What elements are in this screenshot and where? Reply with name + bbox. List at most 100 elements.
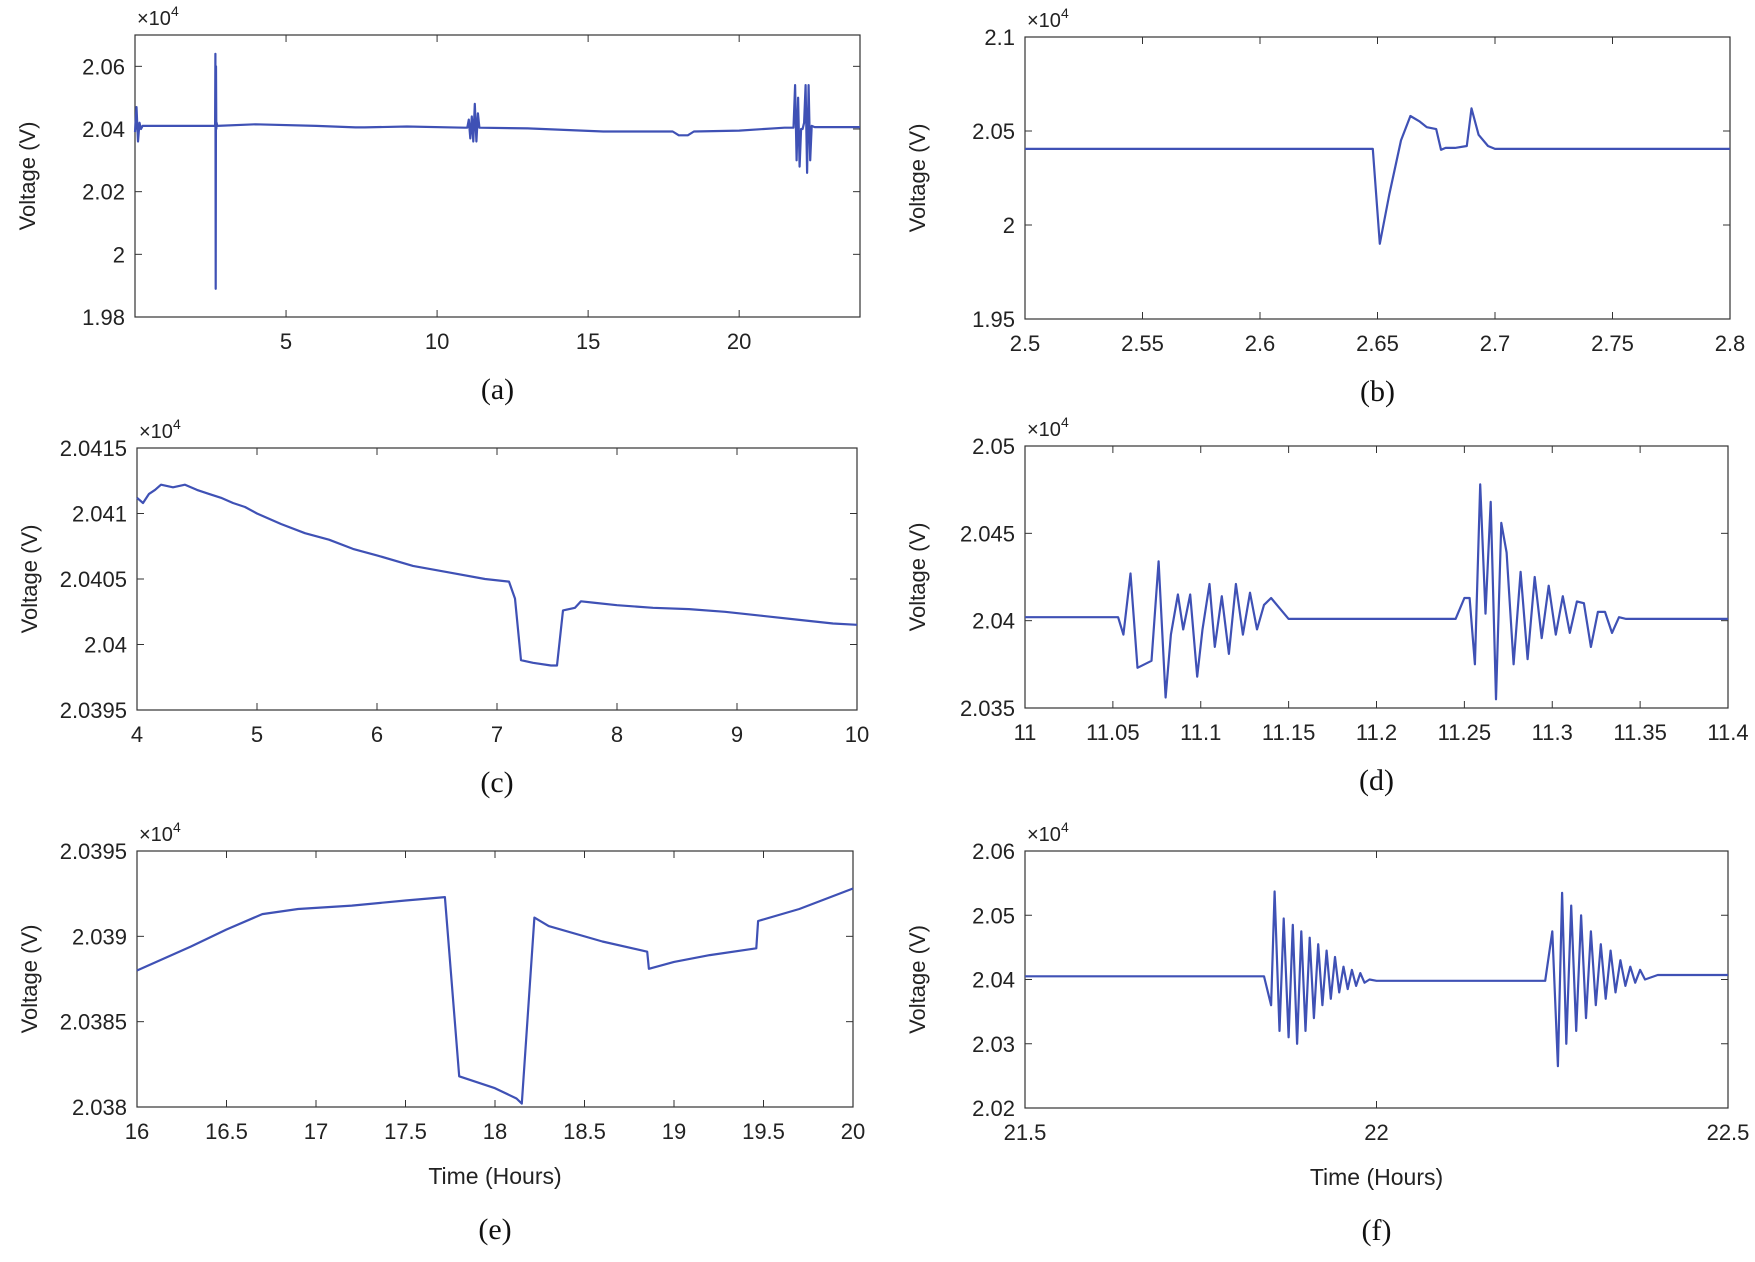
plot-frame-a — [134, 34, 861, 318]
x-tick-label: 18 — [483, 1119, 507, 1144]
x-tick-label: 5 — [280, 329, 292, 354]
y-multiplier-exponent: 4 — [1061, 819, 1069, 835]
x-tick-label: 11.4 — [1707, 720, 1748, 745]
x-tick-label: 16 — [125, 1119, 149, 1144]
y-multiplier-exponent: 4 — [1061, 414, 1069, 430]
panel-e: 16 16.5 17 17.5 18 18.5 19 19.5 20 2.038 2.0385 2.0… — [17, 819, 865, 1246]
y-multiplier-exponent: 4 — [1061, 5, 1069, 21]
x-tick-label: 20 — [841, 1119, 865, 1144]
panel-f: 21.5 22 22.5 2.02 2.03 2.04 2.05 2.06 Voltage (V… — [905, 819, 1749, 1247]
plot-frame-f — [1024, 850, 1729, 1109]
y-tick-label: 2.0415 — [60, 436, 127, 461]
x-tick-label: 7 — [491, 722, 503, 747]
x-tick-label: 2.55 — [1121, 331, 1164, 356]
panel-caption: (c) — [480, 766, 513, 799]
y-tick-label: 2.0405 — [60, 567, 127, 592]
x-tick-label: 20 — [727, 329, 751, 354]
y-multiplier-base: ×10 — [137, 8, 171, 30]
y-multiplier-base: ×10 — [139, 824, 173, 846]
x-tick-label: 22 — [1364, 1120, 1388, 1145]
plot-frame-b — [1024, 36, 1731, 320]
y-tick-label: 2.038 — [72, 1095, 127, 1120]
x-tick-label: 2.75 — [1591, 331, 1634, 356]
y-tick-label: 2.0395 — [60, 698, 127, 723]
y-multiplier-base: ×10 — [1027, 10, 1061, 32]
voltage-series-c — [136, 483, 858, 667]
x-axis-label: Time (Hours) — [428, 1163, 561, 1189]
y-tick-label: 2.0385 — [60, 1010, 127, 1035]
y-tick-label: 2.05 — [972, 903, 1015, 928]
y-tick-label: 2.0395 — [60, 839, 127, 864]
x-tick-label: 22.5 — [1707, 1120, 1750, 1145]
y-multiplier: ×104 — [1027, 5, 1069, 32]
plot-frame-c — [136, 447, 858, 711]
y-tick-label: 2.045 — [960, 521, 1015, 546]
panel-caption: (e) — [478, 1213, 511, 1246]
plot-frame-e — [136, 850, 854, 1108]
y-tick-label: 2.04 — [972, 968, 1015, 993]
y-multiplier-base: ×10 — [1027, 824, 1061, 846]
x-tick-label: 2.5 — [1010, 331, 1041, 356]
x-tick-label: 2.7 — [1480, 331, 1511, 356]
x-tick-label: 10 — [845, 722, 869, 747]
x-tick-label: 15 — [576, 329, 600, 354]
y-tick-label: 2.02 — [972, 1096, 1015, 1121]
x-tick-label: 11 — [1014, 720, 1037, 745]
y-tick-label: 1.95 — [972, 307, 1015, 332]
y-tick-label: 2.039 — [72, 924, 127, 949]
x-tick-label: 19 — [662, 1119, 686, 1144]
panel-a: 5 10 15 20 1.98 2 2.02 2.04 2.06 Voltage (V) ×104 (… — [15, 3, 861, 406]
y-axis-label: Voltage (V) — [905, 124, 930, 233]
x-tick-label: 9 — [731, 722, 743, 747]
y-tick-label: 2.06 — [972, 839, 1015, 864]
y-multiplier-exponent: 4 — [173, 819, 181, 835]
y-multiplier: ×104 — [1027, 819, 1069, 846]
x-tick-label: 11.2 — [1356, 720, 1397, 745]
y-tick-label: 2 — [1003, 213, 1015, 238]
y-tick-label: 2.03 — [972, 1032, 1015, 1057]
panel-caption: (b) — [1360, 375, 1395, 408]
y-multiplier-base: ×10 — [1027, 419, 1061, 441]
y-tick-label: 2.1 — [984, 25, 1015, 50]
x-tick-label: 6 — [371, 722, 383, 747]
y-tick-label: 2.06 — [82, 54, 125, 79]
x-tick-label: 11.1 — [1180, 720, 1221, 745]
x-tick-label: 4 — [131, 722, 143, 747]
panel-caption: (a) — [481, 373, 514, 406]
y-tick-label: 2.04 — [84, 633, 127, 658]
voltage-series-f — [1025, 890, 1728, 1068]
x-tick-label: 2.65 — [1356, 331, 1399, 356]
y-tick-label: 2.02 — [82, 180, 125, 205]
y-tick-label: 2.05 — [972, 119, 1015, 144]
voltage-series-d — [1025, 483, 1728, 701]
y-tick-label: 2 — [113, 242, 125, 267]
y-multiplier: ×104 — [1027, 414, 1069, 441]
panel-d: 11 11.05 11.1 11.15 11.2 11.25 11.3 11.35 11.4 2.… — [905, 414, 1749, 797]
y-tick-label: 1.98 — [82, 305, 125, 330]
x-tick-label: 10 — [425, 329, 449, 354]
panel-caption: (d) — [1359, 764, 1394, 797]
y-axis-label: Voltage (V) — [17, 525, 42, 634]
y-axis-label: Voltage (V) — [17, 925, 42, 1034]
y-axis-label: Voltage (V) — [905, 523, 930, 632]
x-tick-label: 11.05 — [1086, 720, 1139, 745]
y-axis-label: Voltage (V) — [15, 122, 40, 231]
x-axis-label: Time (Hours) — [1310, 1164, 1443, 1190]
y-tick-label: 2.04 — [972, 609, 1015, 634]
x-tick-label: 16.5 — [205, 1119, 248, 1144]
y-multiplier: ×104 — [139, 416, 181, 443]
x-tick-label: 2.8 — [1715, 331, 1746, 356]
panel-b: 2.5 2.55 2.6 2.65 2.7 2.75 2.8 1.95 2 2.05 2.1 Volt… — [905, 5, 1745, 408]
y-multiplier-exponent: 4 — [173, 416, 181, 432]
x-tick-label: 11.35 — [1613, 720, 1666, 745]
x-tick-label: 8 — [611, 722, 623, 747]
panel-c: 4 5 6 7 8 9 10 2.0395 2.04 2.0405 2.041 2.0415 Volta… — [17, 416, 869, 799]
y-tick-label: 2.05 — [972, 434, 1015, 459]
x-tick-label: 2.6 — [1245, 331, 1276, 356]
x-tick-label: 17 — [304, 1119, 328, 1144]
x-tick-label: 19.5 — [742, 1119, 785, 1144]
x-tick-label: 11.3 — [1532, 720, 1573, 745]
y-axis-label: Voltage (V) — [905, 925, 930, 1034]
x-tick-label: 18.5 — [563, 1119, 606, 1144]
